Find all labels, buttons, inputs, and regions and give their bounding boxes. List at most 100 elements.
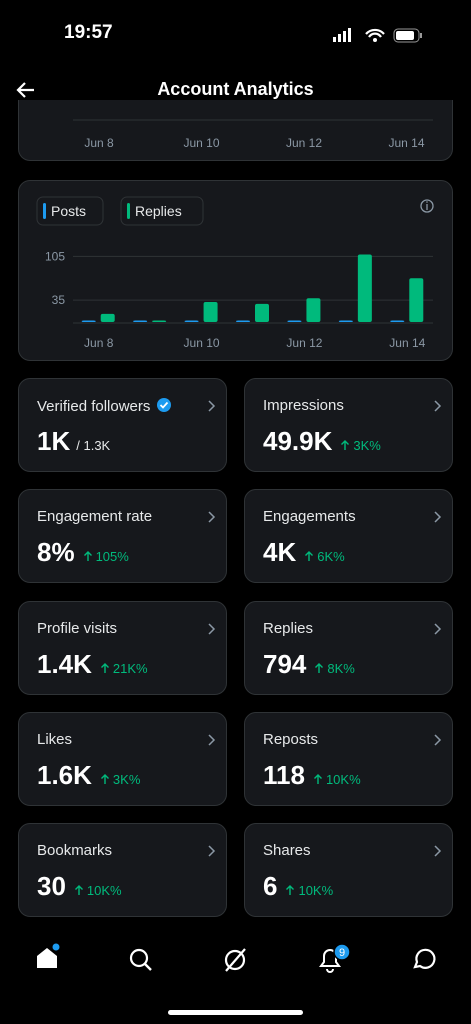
legend-label: Replies (135, 203, 182, 219)
metric-number: 30 (37, 871, 66, 902)
metric-change: 10K% (285, 883, 333, 898)
bar (306, 298, 321, 322)
bar (357, 254, 372, 322)
bar (133, 320, 148, 322)
metric-value: 49.9K 3K% (263, 426, 381, 457)
x-tick-label: Jun 8 (84, 336, 114, 350)
nav-grok[interactable] (224, 948, 246, 972)
metric-label: Impressions (263, 397, 344, 414)
metric-card[interactable]: Engagements 4K 6K% (244, 489, 453, 584)
top-chart: Jun 8 Jun 10 Jun 12 Jun 14 (73, 119, 433, 150)
metric-number: 1.4K (37, 648, 92, 679)
chevron (208, 734, 216, 746)
metric-card[interactable]: Reposts 118 10K% (244, 711, 453, 806)
bar (287, 320, 302, 322)
up-arrow (305, 551, 314, 562)
up-arrow (315, 662, 324, 673)
metric-label: Bookmarks (37, 842, 113, 860)
status-time: 19:57 (64, 22, 113, 43)
metric-card[interactable]: Verified followers 1K / 1.3K (18, 378, 227, 472)
back-button[interactable] (14, 80, 38, 100)
metric-value: 1K / 1.3K (37, 426, 110, 457)
chart-card: Posts Replies 35 105 Jun 8 Jun 10 Jun 12 Jun 14 (18, 180, 453, 361)
nav-notifications[interactable]: 9 (319, 943, 351, 973)
metric-label: Replies (263, 619, 314, 637)
metric-number: 4K (263, 537, 297, 568)
notification-badge: 9 (339, 947, 345, 959)
chevron (434, 400, 442, 412)
metric-change: 3K% (340, 438, 381, 453)
metric-number: 794 (263, 648, 307, 679)
bottom-nav: 9 (37, 943, 436, 973)
chevron (208, 623, 216, 635)
x-tick-label: Jun 8 (84, 136, 114, 150)
metric-number: 6 (263, 871, 278, 902)
metric-card[interactable]: Likes 1.6K 3K% (18, 711, 227, 806)
x-tick-label: Jun 12 (286, 336, 322, 350)
metric-label: Profile visits (37, 619, 118, 637)
metric-number: 1.6K (37, 759, 92, 790)
metric-value: 6 10K% (263, 871, 333, 902)
metric-label: Engagement rate (37, 508, 153, 526)
metric-change: 105% (83, 549, 129, 564)
metric-change: 10K% (74, 883, 122, 898)
verified-badge (157, 398, 172, 412)
metric-value: 1.4K 21K% (37, 649, 148, 680)
bar (203, 302, 218, 322)
metric-change: 10K% (313, 772, 361, 787)
metric-change-value: 6K% (317, 549, 345, 565)
y-tick-label: 105 (45, 249, 65, 263)
chevron (434, 623, 442, 635)
metric-value: 794 8K% (263, 649, 355, 680)
legend-swatch (127, 203, 130, 219)
top-chart-card: Jun 8 Jun 10 Jun 12 Jun 14 (18, 100, 453, 161)
chevron (208, 511, 216, 523)
metric-change-value: 8K% (327, 660, 355, 676)
metric-value: 1.6K 3K% (37, 760, 140, 791)
x-tick-label: Jun 10 (184, 336, 220, 350)
nav-home[interactable] (37, 943, 60, 969)
metric-number: 118 (263, 759, 305, 790)
metric-number: 1K (37, 426, 71, 456)
y-tick-label: 35 (52, 293, 66, 307)
bar (338, 320, 353, 322)
header-title: Account Analytics (157, 79, 314, 99)
metric-label: Shares (263, 842, 311, 860)
up-arrow (100, 662, 109, 673)
nav-search[interactable] (129, 948, 152, 971)
metric-value: 118 10K% (263, 760, 361, 791)
metric-change-value: 105% (95, 549, 129, 565)
metric-change-value: 10K% (325, 771, 361, 787)
metric-card[interactable]: Profile visits 1.4K 21K% (18, 600, 227, 695)
bar (100, 313, 115, 322)
metric-label: Verified followers (37, 397, 172, 415)
status-icons (333, 28, 422, 43)
bar (390, 320, 405, 322)
metric-change-value: 3K% (353, 438, 381, 453)
nav-messages[interactable] (413, 948, 436, 969)
metric-value: 30 10K% (37, 871, 122, 902)
metric-card[interactable]: Bookmarks 30 10K% (18, 823, 227, 918)
legend-box (36, 196, 104, 226)
bar (152, 320, 167, 322)
metric-card[interactable]: Replies 794 8K% (244, 600, 453, 695)
chevron (208, 400, 216, 412)
metric-label: Likes (37, 730, 73, 748)
metric-change-value: 21K% (112, 660, 148, 676)
up-arrow (74, 885, 83, 896)
metric-change-value: 3K% (112, 771, 141, 787)
metric-value: 4K 6K% (263, 537, 345, 568)
x-tick-label: Jun 10 (183, 136, 219, 150)
metric-card[interactable]: Shares 6 10K% (244, 823, 453, 918)
chevron (434, 734, 442, 746)
legend-swatch (43, 203, 46, 219)
metric-label: Engagements (263, 508, 356, 526)
bar (409, 278, 424, 322)
metric-value: 8% 105% (37, 537, 129, 568)
metric-card[interactable]: Engagement rate 8% 105% (18, 489, 227, 584)
metric-number: 8% (37, 537, 75, 568)
legend-box (120, 196, 204, 226)
chevron (434, 511, 442, 523)
metric-card[interactable]: Impressions 49.9K 3K% (244, 378, 453, 472)
